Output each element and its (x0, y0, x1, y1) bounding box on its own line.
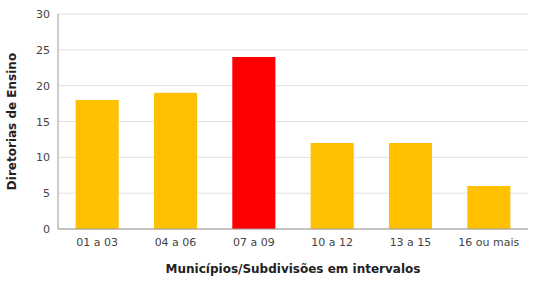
x-tick-label: 10 a 12 (311, 236, 353, 249)
x-tick-label: 13 a 15 (390, 236, 432, 249)
y-tick-label: 15 (36, 116, 50, 129)
bars (76, 57, 511, 229)
grid-line (58, 14, 528, 15)
x-tick-label: 04 a 06 (155, 236, 197, 249)
grid-line (58, 193, 528, 194)
y-tick-label: 25 (36, 44, 50, 57)
x-tick-label: 01 a 03 (76, 236, 118, 249)
grid-line (58, 229, 528, 230)
x-axis-line (58, 229, 528, 230)
y-tick-labels: 0 5 10 15 20 25 30 (36, 8, 50, 236)
x-tick-labels: 01 a 03 04 a 06 07 a 09 10 a 12 13 a 15 16 ou… (76, 236, 519, 249)
y-tick-label: 5 (43, 187, 50, 200)
bar (154, 93, 197, 229)
background (0, 0, 544, 285)
grid-line (58, 157, 528, 158)
bar (311, 143, 354, 229)
y-axis-label: Diretorias de Ensino (5, 53, 19, 190)
chart-svg: 0 5 10 15 20 25 30 01 a 03 04 a 06 07 a 09 10 a 12… (0, 0, 544, 285)
x-tick-label: 16 ou mais (458, 236, 519, 249)
y-grid (58, 14, 528, 229)
y-tick-label: 30 (36, 8, 50, 21)
bar (389, 143, 432, 229)
x-tick-label: 07 a 09 (233, 236, 275, 249)
grid-line (58, 85, 528, 86)
bar (232, 57, 275, 229)
y-tick-label: 10 (36, 151, 50, 164)
chart-container: 0 5 10 15 20 25 30 01 a 03 04 a 06 07 a 09 10 a 12… (0, 0, 544, 285)
bar (76, 100, 119, 229)
y-tick-label: 0 (43, 223, 50, 236)
y-tick-label: 20 (36, 80, 50, 93)
grid-line (58, 121, 528, 122)
x-axis-label: Municípios/Subdivisões em intervalos (166, 262, 421, 276)
bar (467, 186, 510, 229)
y-axis-line (58, 14, 59, 229)
grid-line (58, 49, 528, 50)
